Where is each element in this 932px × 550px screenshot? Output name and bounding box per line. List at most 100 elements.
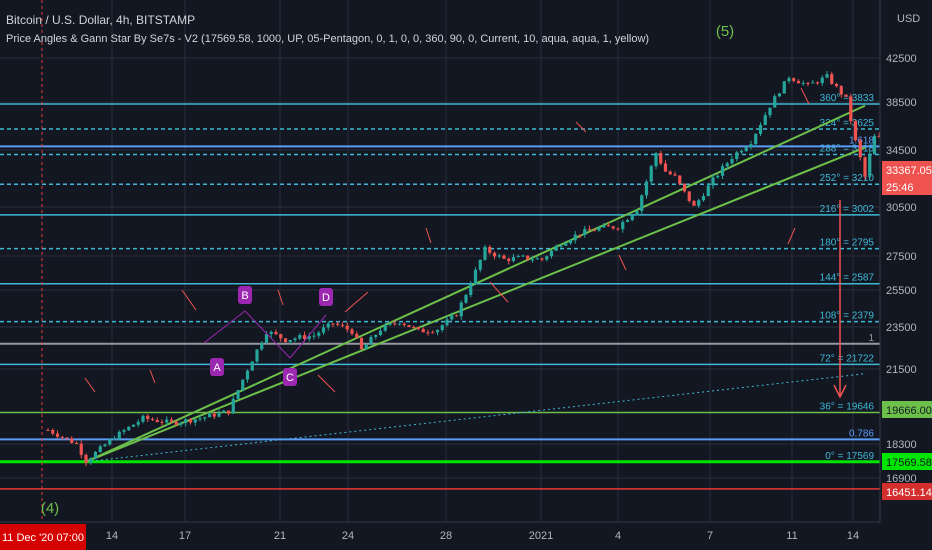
candle-body	[426, 332, 430, 334]
candle-body	[274, 331, 278, 335]
candle-body	[217, 412, 221, 417]
candle-body	[545, 256, 549, 260]
time-tick-label: 11	[786, 530, 797, 542]
candle-body	[141, 415, 145, 422]
candle-body	[407, 325, 411, 327]
candle-body	[554, 246, 558, 251]
candle-body	[51, 429, 55, 434]
symbol-title: Bitcoin / U.S. Dollar, 4h, BITSTAMP	[6, 13, 195, 27]
candle-body	[127, 426, 131, 431]
candle-body	[621, 221, 625, 230]
candle-body	[749, 144, 753, 148]
candle-body	[84, 454, 88, 463]
candle-body	[345, 325, 349, 330]
candle-body	[450, 315, 454, 320]
candle-body	[393, 323, 397, 325]
candle-body	[65, 437, 69, 439]
candle-body	[131, 424, 136, 427]
annotations: A B C D (5) (4)	[41, 23, 847, 517]
candle-body	[122, 430, 126, 432]
pattern-badge	[283, 368, 297, 386]
pattern-badge	[319, 288, 333, 306]
pattern-label: A	[213, 362, 221, 374]
candle-body	[830, 74, 834, 84]
price-tag-label: 25:46	[886, 182, 914, 194]
candle-body	[526, 255, 530, 260]
candle-body	[735, 152, 739, 160]
candle-body	[863, 157, 867, 177]
indicator-legend: Price Angles & Gann Star By Se7s - V2 (1…	[6, 33, 649, 45]
price-tag-label: 33367.05	[886, 165, 932, 177]
candle-body	[606, 225, 611, 227]
price-tick-label: 42500	[886, 53, 917, 65]
red-arrow	[800, 87, 810, 105]
dotted-trendline	[85, 373, 866, 463]
candle-body	[364, 344, 368, 350]
candle-body	[877, 135, 881, 138]
candle-body	[697, 200, 701, 206]
candle-body	[298, 335, 302, 339]
pattern-lines	[203, 310, 327, 359]
candle-body	[250, 361, 254, 371]
candle-body	[692, 201, 696, 206]
candle-body	[834, 83, 839, 87]
candle-body	[825, 74, 829, 78]
gann-level-label: 180° = 2795	[820, 238, 875, 249]
time-tick-label: 17	[179, 530, 191, 542]
candle-body	[312, 335, 316, 337]
candle-body	[507, 258, 511, 261]
candle-body	[222, 410, 226, 413]
candle-body	[540, 258, 544, 260]
candle-body	[768, 107, 772, 116]
candle-body	[625, 220, 630, 222]
pattern-label: D	[322, 292, 330, 304]
candle-body	[611, 226, 615, 229]
candle-body	[559, 245, 563, 247]
candle-body	[535, 258, 539, 260]
candle-body	[659, 153, 663, 164]
candle-body	[283, 338, 288, 343]
fib-level-label: 0.786	[849, 428, 874, 439]
time-tick-label: 14	[847, 530, 859, 542]
candle-body	[245, 370, 250, 380]
candle-body	[497, 255, 501, 257]
candle-body	[402, 323, 406, 326]
candle-body	[445, 319, 449, 326]
gann-level-label: 0° = 17569	[825, 451, 874, 462]
price-tick-label: 23500	[886, 322, 917, 334]
price-tag	[882, 483, 932, 500]
price-tick-label: 34500	[886, 145, 917, 157]
candle-body	[355, 333, 359, 338]
candle-body	[383, 324, 387, 331]
time-tick-label: 4	[615, 530, 621, 542]
candle-body	[473, 269, 478, 285]
candle-body	[492, 252, 497, 257]
price-tick-label: 27500	[886, 251, 917, 263]
candle-body	[815, 82, 820, 84]
price-tick-label: 25500	[886, 285, 917, 297]
candle-body	[502, 255, 506, 259]
projection-arrowhead	[833, 384, 847, 399]
candle-body	[160, 421, 164, 423]
candle-body	[321, 327, 326, 333]
price-tag	[882, 401, 932, 418]
candle-body	[744, 147, 748, 151]
candle-body	[103, 444, 107, 447]
candle-body	[117, 431, 121, 440]
candle-body	[79, 443, 83, 455]
red-arrow	[787, 227, 796, 245]
candle-body	[155, 420, 159, 422]
candle-body	[184, 419, 188, 423]
price-tick-label: 21500	[886, 364, 917, 376]
candle-body	[754, 133, 758, 145]
candle-body	[255, 349, 259, 362]
candle-body	[469, 284, 473, 295]
candle-body	[725, 163, 729, 167]
candle-body	[435, 330, 440, 333]
pattern-badge	[210, 358, 224, 376]
red-arrow	[317, 374, 336, 393]
candle-body	[236, 390, 240, 399]
gann-levels: 360° = 3833 324° = 3625 288° = 3418 252° = …	[0, 0, 880, 522]
